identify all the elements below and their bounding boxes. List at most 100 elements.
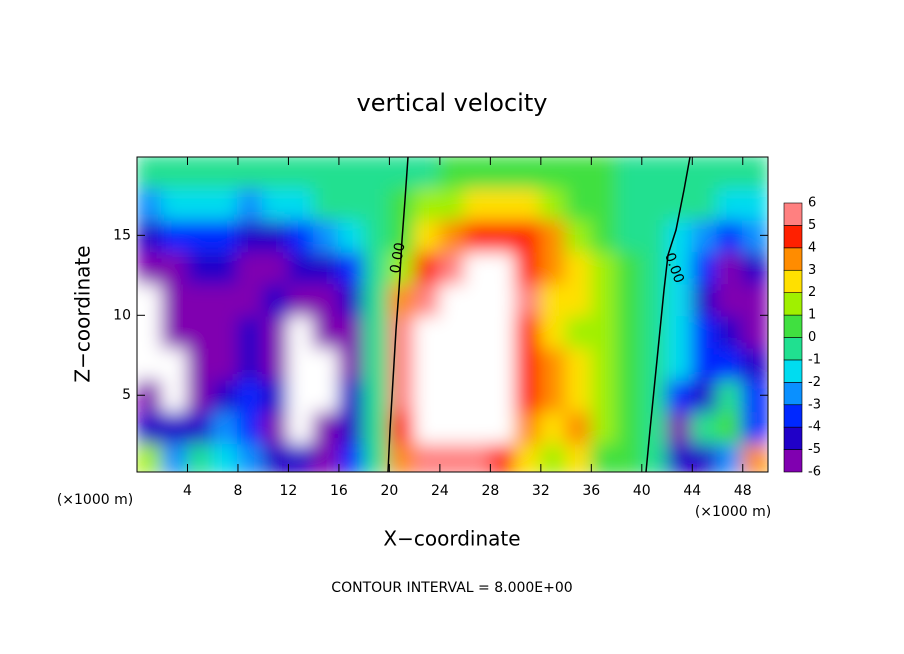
x-axis-label: X−coordinate xyxy=(383,527,520,551)
field-cell xyxy=(539,314,568,349)
field-cell xyxy=(539,157,568,189)
colorbar-band xyxy=(783,426,803,450)
field-cell xyxy=(666,282,694,317)
field-cell xyxy=(262,378,290,413)
field-cell xyxy=(236,157,265,189)
field-cell xyxy=(161,157,189,189)
field-cell xyxy=(464,410,492,445)
field-cell xyxy=(640,346,669,381)
field-cell xyxy=(236,410,265,445)
field-cell xyxy=(691,186,719,221)
field-cell xyxy=(438,186,467,221)
field-cell xyxy=(489,314,517,349)
field-cell xyxy=(312,442,340,472)
field-cell xyxy=(137,442,164,472)
y-tick-label: 15 xyxy=(113,227,131,243)
x-tick-label: 44 xyxy=(683,483,701,499)
field-cell xyxy=(262,157,290,189)
field-cell xyxy=(137,314,164,349)
field-cell xyxy=(565,378,593,413)
field-cell xyxy=(514,186,542,221)
field-cell xyxy=(186,282,214,317)
field-cell xyxy=(741,442,768,472)
colorbar-band xyxy=(783,202,803,226)
field-cell xyxy=(312,282,340,317)
field-cell xyxy=(464,346,492,381)
field-cell xyxy=(615,250,643,285)
field-cell xyxy=(640,442,669,472)
field-cell xyxy=(211,250,239,285)
y-axis-label: Z−coordinate xyxy=(71,245,95,382)
field-cell xyxy=(236,378,265,413)
field-cell xyxy=(262,442,290,472)
field-cell xyxy=(741,282,768,317)
colorbar-label: -5 xyxy=(808,442,821,457)
field-cell xyxy=(590,442,618,472)
field-cell xyxy=(236,346,265,381)
field-cell xyxy=(464,442,492,472)
field-cell xyxy=(565,250,593,285)
field-cell xyxy=(211,346,239,381)
colorbar-band xyxy=(783,337,803,361)
field-cell xyxy=(691,282,719,317)
field-cell xyxy=(438,250,467,285)
field-cell xyxy=(287,218,315,253)
field-cell xyxy=(666,442,694,472)
field-cell xyxy=(464,250,492,285)
field-cell xyxy=(514,250,542,285)
field-cell xyxy=(186,410,214,445)
field-cell xyxy=(615,442,643,472)
field-cell xyxy=(161,346,189,381)
field-cell xyxy=(413,346,441,381)
field-cell xyxy=(137,157,164,189)
field-cell xyxy=(262,346,290,381)
field-cell xyxy=(590,157,618,189)
field-cell xyxy=(565,282,593,317)
field-cell xyxy=(539,410,568,445)
field-cell xyxy=(312,410,340,445)
field-cell xyxy=(590,378,618,413)
field xyxy=(137,157,768,472)
field-cell xyxy=(388,442,416,472)
field-cell xyxy=(590,218,618,253)
field-cell xyxy=(337,157,366,189)
field-cell xyxy=(337,250,366,285)
field-cell xyxy=(464,282,492,317)
field-cell xyxy=(640,410,669,445)
field-cell xyxy=(438,346,467,381)
field-cell xyxy=(590,346,618,381)
x-tick-label: 16 xyxy=(330,483,348,499)
field-cell xyxy=(388,250,416,285)
field-cell xyxy=(489,157,517,189)
field-cell xyxy=(211,157,239,189)
field-cell xyxy=(161,186,189,221)
cells xyxy=(137,157,768,472)
field-cell xyxy=(640,157,669,189)
field-cell xyxy=(438,442,467,472)
colorbar-band xyxy=(783,314,803,338)
zero-contours xyxy=(387,157,691,472)
field-cell xyxy=(186,378,214,413)
field-cell xyxy=(312,218,340,253)
field-cell xyxy=(691,410,719,445)
x-tick-label: 24 xyxy=(431,483,449,499)
colorbar-label: -2 xyxy=(808,375,821,390)
field-cell xyxy=(666,410,694,445)
field-cell xyxy=(666,346,694,381)
field-cell xyxy=(565,442,593,472)
field-cell xyxy=(262,186,290,221)
x-tick-label: 8 xyxy=(233,483,242,499)
field-cell xyxy=(363,378,391,413)
field-cell xyxy=(741,186,768,221)
field-cell xyxy=(716,186,744,221)
field-cell xyxy=(312,157,340,189)
colorbar-label: -3 xyxy=(808,397,821,412)
field-cell xyxy=(615,378,643,413)
field-cell xyxy=(413,186,441,221)
x-tick-label: 28 xyxy=(481,483,499,499)
field-cell xyxy=(691,346,719,381)
field-cell xyxy=(312,314,340,349)
field-cell xyxy=(514,314,542,349)
field-cell xyxy=(161,282,189,317)
